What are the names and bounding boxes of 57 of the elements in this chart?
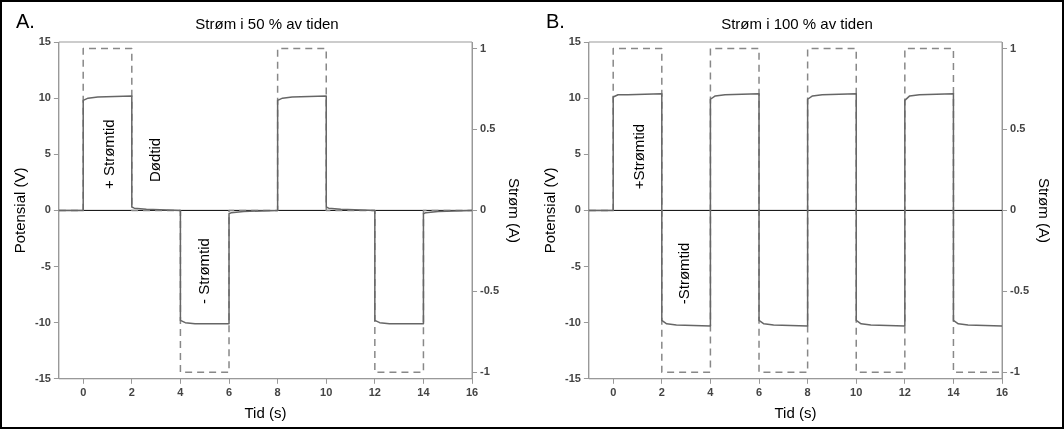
x-axis-title: Tid (s) [244,404,287,422]
x-tick-label: 2 [658,386,665,399]
y-tick-label: -15 [34,371,51,384]
x-tick-label: 14 [947,386,961,399]
y2-tick-label: 0.5 [1010,122,1026,135]
annotation: -Strømtid [674,242,692,305]
y2-tick-label: 0 [480,203,487,216]
y-tick-label: 15 [38,35,51,48]
annotation: + Strømtid [100,119,118,189]
y-tick-label: 0 [44,203,51,216]
y-tick-label: 10 [38,91,51,104]
chart-title: Strøm i 100 % av tiden [721,15,873,33]
x-tick-label: 4 [177,386,185,399]
x-tick-label: 14 [417,386,431,399]
x-tick-label: 16 [465,386,479,399]
y-tick-label: 5 [44,147,51,160]
x-tick-label: 6 [755,386,763,399]
y-tick-label: -10 [34,315,51,328]
x-tick-label: 2 [128,386,135,399]
text: A. [16,9,35,32]
y2-tick-label: -1 [1010,365,1020,378]
x-tick-label: 12 [898,386,911,399]
y-tick-label: -15 [564,371,581,384]
annotation: - Strømtid [194,238,212,304]
x-tick-label: 10 [850,386,863,399]
y-tick-label: 10 [568,91,581,104]
x-tick-label: 6 [225,386,233,399]
x-tick-label: 8 [274,386,281,399]
y-tick-label: -10 [564,315,581,328]
y2-tick-label: -1 [480,365,490,378]
y-axis-title: Potensial (V) [541,167,559,254]
x-tick-label: 8 [804,386,811,399]
x-tick-label: 16 [995,386,1009,399]
y-tick-label: -5 [41,259,51,272]
text: B. [546,9,565,32]
y2-tick-label: -0.5 [1010,284,1030,297]
y-tick-label: -5 [571,259,581,272]
y2-tick-label: 0 [1010,203,1017,216]
y-axis-title: Potensial (V) [11,167,29,254]
y2-tick-label: 1 [1010,41,1017,54]
x-axis-title: Tid (s) [774,404,817,422]
x-tick-label: 12 [368,386,381,399]
y-tick-label: 15 [568,35,581,48]
chart-title: Strøm i 50 % av tiden [195,15,339,33]
y2-tick-label: 0.5 [480,122,496,135]
y-tick-label: 0 [574,203,581,216]
y-tick-label: 5 [574,147,581,160]
x-tick-label: 10 [320,386,333,399]
y2-tick-label: 1 [480,41,487,54]
annotation: +Strømtid [630,123,648,190]
y2-axis-title: Strøm (A) [505,177,523,243]
annotation: Dødtid [146,137,164,182]
x-tick-label: 0 [80,386,87,399]
x-tick-label: 0 [610,386,617,399]
y2-tick-label: -0.5 [480,284,500,297]
x-tick-label: 4 [707,386,715,399]
y2-axis-title: Strøm (A) [1035,177,1053,243]
